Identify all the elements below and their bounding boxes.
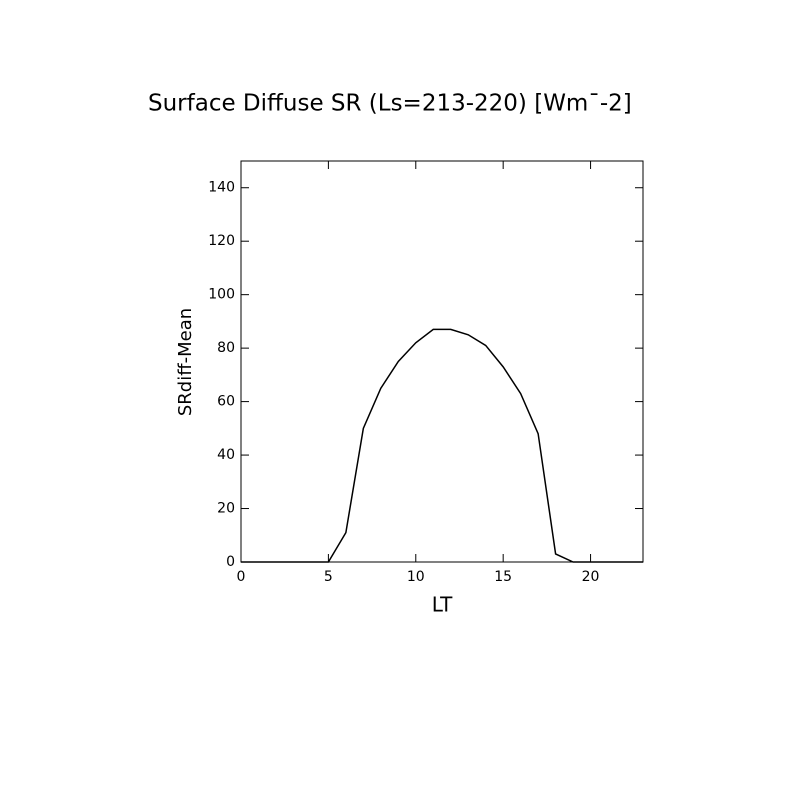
x-tick-label: 10 [407,569,425,585]
x-tick-label: 15 [494,569,512,585]
x-tick-label: 20 [582,569,600,585]
y-tick-label: 140 [208,180,235,196]
y-tick-label: 120 [208,233,235,249]
data-line [241,328,643,563]
x-tick-label: 0 [237,569,246,585]
plot-frame [240,160,644,563]
y-tick-label: 80 [217,340,235,356]
y-tick-label: 40 [217,447,235,463]
y-tick-label: 20 [217,501,235,517]
y-tick-label: 0 [226,554,235,570]
y-tick-label: 60 [217,394,235,410]
chart-title: Surface Diffuse SR (Ls=213-220) [Wm¯-2] [148,91,632,117]
y-axis-label: SRdiff-Mean [175,308,196,416]
x-axis-label: LT [432,593,453,617]
x-tick-label: 5 [324,569,333,585]
y-tick-label: 100 [208,287,235,303]
